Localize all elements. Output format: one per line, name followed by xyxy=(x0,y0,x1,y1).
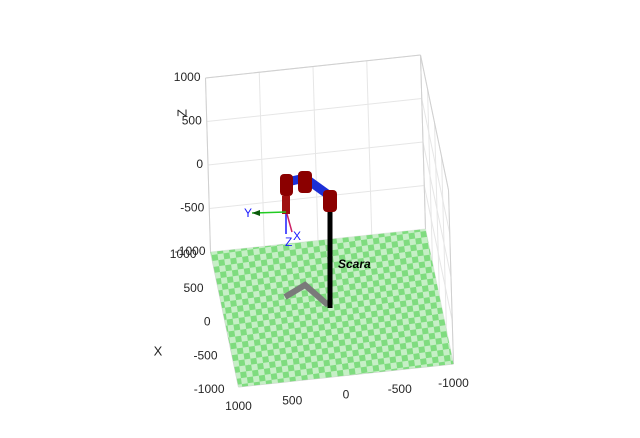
y-tick-label: 1000 xyxy=(225,399,252,413)
z-tick-label: 0 xyxy=(196,157,203,171)
x-tick-label: -500 xyxy=(193,348,217,362)
x-tick-label: -1000 xyxy=(194,382,225,396)
grid-line xyxy=(434,122,440,297)
frame-label: Z xyxy=(285,235,292,249)
axis-edge xyxy=(448,189,454,365)
grid-line xyxy=(441,156,447,331)
robot-joint xyxy=(280,174,293,196)
robot: Y Z X Scara xyxy=(244,171,371,308)
z-tick-label: 500 xyxy=(182,114,202,128)
z-axis-label: Z xyxy=(174,109,189,117)
grid-line xyxy=(206,98,422,122)
y-tick-label: 500 xyxy=(282,393,302,407)
z-tick-label: -500 xyxy=(180,201,204,215)
robot-joint xyxy=(298,171,312,193)
x-tick-label: 1000 xyxy=(170,247,197,261)
frame-label: Y xyxy=(244,206,252,220)
frame-arrow xyxy=(252,210,260,216)
axes: -1000-50005001000-1000-50005001000-1000-… xyxy=(170,54,469,413)
axis-edge xyxy=(205,77,211,253)
x-axis-label: X xyxy=(154,343,163,358)
robot-shadow xyxy=(283,281,330,308)
frame-axis xyxy=(286,213,293,233)
x-tick-label: 0 xyxy=(204,315,211,329)
axis-edge xyxy=(420,54,426,230)
robot-name: Scara xyxy=(338,257,371,271)
frame-label: X xyxy=(293,229,301,243)
grid-line xyxy=(207,141,424,166)
y-tick-label: 0 xyxy=(343,388,350,402)
grid-line xyxy=(427,88,433,263)
axis-edge xyxy=(420,54,449,191)
robot-tool xyxy=(282,196,290,214)
y-tick-label: -500 xyxy=(388,382,412,396)
robot-joint xyxy=(323,190,337,212)
z-tick-label: -1000 xyxy=(175,244,206,258)
grid-line xyxy=(209,185,425,209)
x-tick-label: 500 xyxy=(183,281,203,295)
z-tick-label: 1000 xyxy=(174,70,201,84)
y-tick-label: -1000 xyxy=(438,376,469,390)
axis-edge xyxy=(205,54,421,79)
